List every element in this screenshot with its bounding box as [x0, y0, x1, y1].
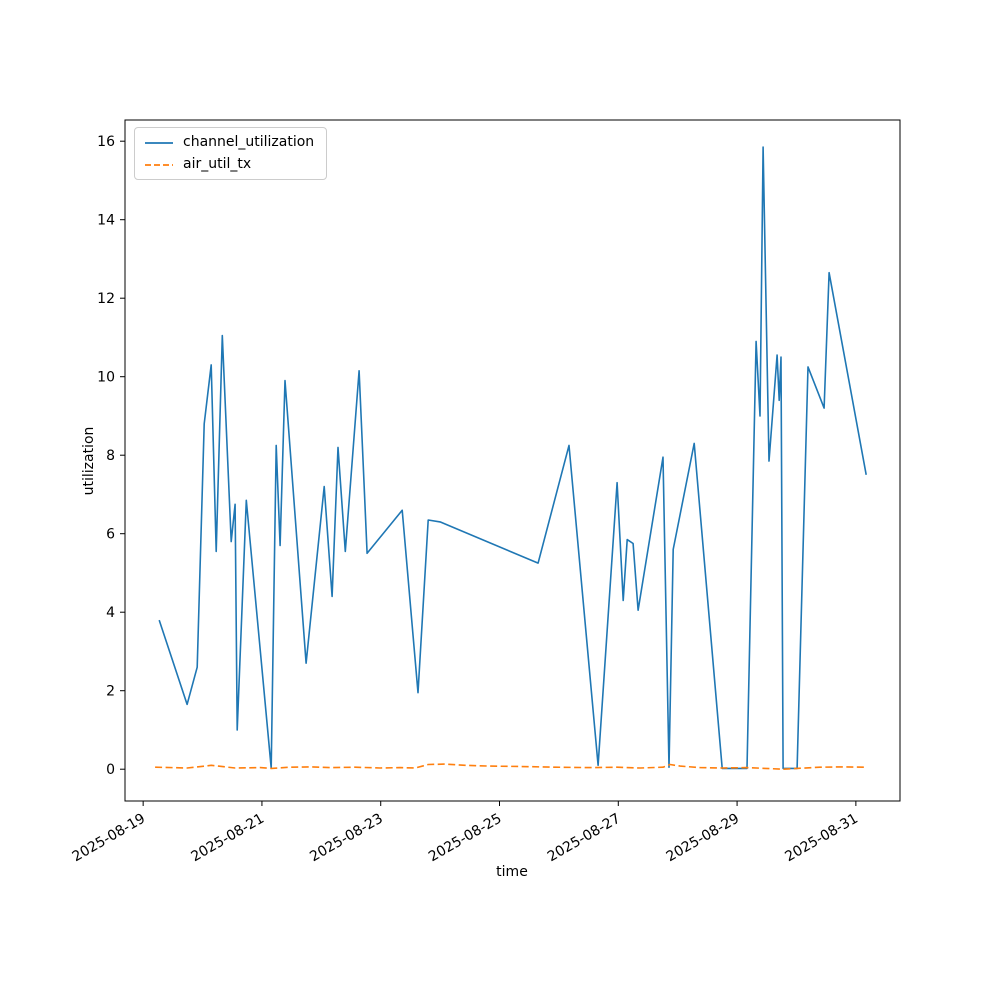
x-tick-label: 2025-08-19 [70, 811, 148, 866]
y-tick-label: 2 [106, 684, 115, 700]
y-tick-label: 8 [106, 448, 115, 464]
y-tick-label: 0 [106, 762, 115, 778]
x-tick-label: 2025-08-25 [426, 811, 504, 866]
y-tick-label: 14 [97, 213, 115, 229]
x-tick-label: 2025-08-21 [188, 811, 266, 866]
series-channel_utilization [158, 146, 867, 770]
legend-line-sample-dashed-icon [145, 163, 173, 166]
legend-item-air-util-tx: air_util_tx [144, 155, 314, 174]
y-tick-label: 4 [106, 605, 115, 621]
legend: channel_utilization air_util_tx [134, 127, 328, 180]
x-axis-label: time [496, 864, 528, 880]
plot-box [124, 119, 901, 802]
y-tick-label: 6 [106, 527, 115, 543]
y-tick-label: 16 [97, 134, 115, 150]
legend-line-sample-solid-icon [145, 141, 173, 144]
series-air_util_tx [155, 763, 867, 771]
y-axis-label: utilization [81, 426, 97, 496]
y-tick-label: 10 [97, 370, 115, 386]
x-tick-label: 2025-08-31 [782, 811, 860, 866]
y-tick-label: 12 [97, 291, 115, 307]
legend-item-channel-utilization: channel_utilization [144, 133, 314, 152]
legend-label-air-util-tx: air_util_tx [183, 156, 252, 172]
x-tick-label: 2025-08-23 [307, 811, 385, 866]
x-tick-label: 2025-08-29 [664, 811, 742, 866]
x-tick-label: 2025-08-27 [545, 811, 623, 866]
legend-label-channel-utilization: channel_utilization [183, 134, 315, 150]
